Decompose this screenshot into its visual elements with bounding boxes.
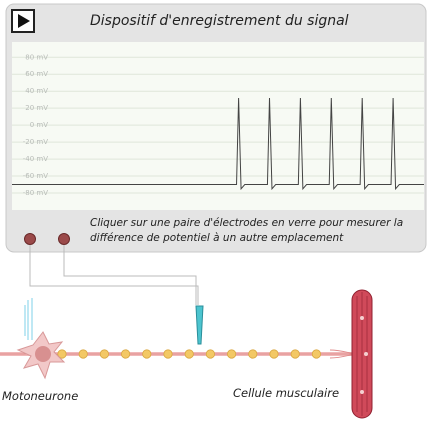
node-of-ranvier — [227, 349, 237, 359]
myelin-nodes — [57, 349, 321, 359]
node-of-ranvier — [269, 349, 279, 359]
electrode-button[interactable] — [24, 233, 36, 245]
node-of-ranvier — [99, 349, 110, 359]
electrode-button[interactable] — [58, 233, 70, 245]
muscle-nucleus — [364, 352, 368, 356]
y-tick-label: -40 mV — [23, 155, 48, 163]
y-tick-label: -80 mV — [23, 189, 48, 197]
instruction: différence de potentiel à un autre empla… — [90, 232, 344, 244]
electrode-wire — [29, 244, 199, 305]
y-tick-label: 20 mV — [25, 104, 48, 112]
play-button[interactable] — [11, 9, 35, 33]
recording-electrode — [195, 305, 204, 345]
y-tick-label: -20 mV — [23, 138, 48, 146]
y-tick-label: -60 mV — [23, 172, 48, 180]
plot-area — [12, 42, 424, 210]
muscle-nucleus — [360, 316, 364, 320]
muscle-nucleus — [360, 390, 364, 394]
node-of-ranvier — [163, 349, 173, 359]
stimulus-electrode — [24, 298, 33, 340]
neuron-label: Motoneurone — [2, 389, 78, 403]
node-of-ranvier — [248, 349, 258, 359]
y-tick-label: 80 mV — [25, 53, 48, 61]
instruction: Cliquer sur une paire d'électrodes en ve… — [90, 217, 403, 229]
node-of-ranvier — [184, 349, 194, 359]
title: Dispositif d'enregistrement du signal — [90, 13, 349, 29]
y-tick-label: 60 mV — [25, 70, 48, 78]
node-of-ranvier — [205, 349, 215, 359]
node-of-ranvier — [290, 349, 300, 359]
y-tick-label: 40 mV — [25, 87, 48, 95]
node-of-ranvier — [121, 349, 131, 359]
node-of-ranvier — [57, 349, 67, 359]
nucleus — [35, 346, 51, 362]
muscle-label: Cellule musculaire — [233, 386, 339, 400]
node-of-ranvier — [311, 349, 321, 359]
plot: 80 mV 60 mV 40 mV 20 mV 0 mV -20 mV -40 mV -60 … — [12, 53, 424, 197]
signal-trace — [12, 97, 424, 191]
play-icon[interactable] — [18, 14, 30, 28]
node-of-ranvier — [142, 349, 152, 359]
y-tick-label: 0 mV — [30, 121, 48, 129]
node-of-ranvier — [78, 349, 88, 359]
